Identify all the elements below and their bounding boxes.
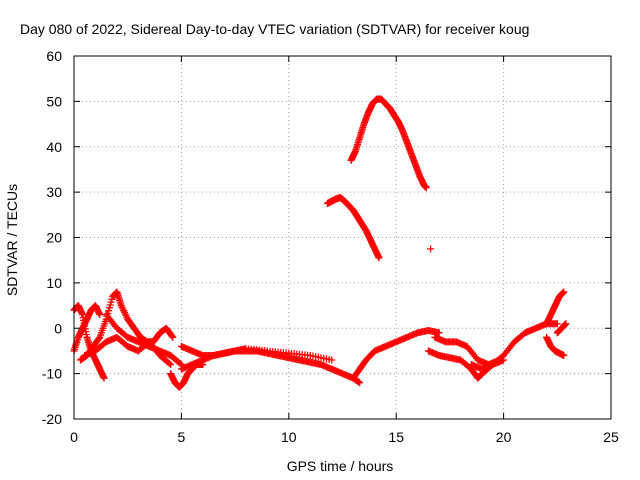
data-point: [165, 359, 173, 367]
series-outlier: [427, 245, 435, 253]
x-tick-label: 5: [178, 429, 186, 445]
tick-labels-layer: 0 5 10 15 20 25 -20 -10 0 10 20 30 40 50 60: [42, 48, 619, 445]
data-point: [422, 184, 430, 192]
y-tick-label: 20: [46, 230, 62, 246]
grid-layer: [74, 56, 611, 419]
ticks-layer: [73, 55, 612, 420]
series-arc-end-3: [553, 320, 570, 337]
series-arc-recovery: [349, 327, 443, 382]
series-arc-end-1: [543, 288, 568, 328]
chart-title: Day 080 of 2022, Sidereal Day-to-day VTE…: [20, 21, 529, 37]
data-point: [500, 356, 508, 364]
y-tick-label: 30: [46, 184, 62, 200]
y-tick-label: -20: [42, 411, 62, 427]
data-point: [356, 379, 364, 387]
x-tick-label: 0: [70, 429, 78, 445]
series-arc-peak: [347, 95, 430, 192]
data-point: [95, 334, 103, 342]
series-arc-early-5: [102, 311, 185, 369]
data-point: [176, 359, 184, 367]
data-point: [560, 288, 568, 296]
x-axis-label: GPS time / hours: [287, 458, 394, 474]
series-arc-main-2: [177, 342, 336, 364]
series-arc-late-3: [467, 356, 508, 373]
y-tick-label: 50: [46, 93, 62, 109]
data-point: [553, 320, 561, 328]
x-tick-label: 20: [496, 429, 512, 445]
data-point: [562, 320, 570, 328]
data-point: [427, 245, 435, 253]
data-point: [167, 361, 175, 369]
x-tick-label: 25: [603, 429, 619, 445]
y-tick-label: 10: [46, 275, 62, 291]
y-tick-label: -10: [42, 366, 62, 382]
data-point: [96, 311, 104, 319]
series-arc-end-2: [543, 333, 568, 359]
data-point: [168, 332, 176, 340]
data-point: [100, 374, 108, 382]
series-arc-late-1: [424, 320, 561, 382]
data-point: [328, 356, 336, 364]
y-tick-label: 60: [46, 48, 62, 64]
x-tick-label: 10: [281, 429, 297, 445]
data-point: [169, 333, 177, 341]
series-arc-secondary: [323, 194, 383, 262]
y-axis-label: SDTVAR / TECUs: [4, 184, 20, 296]
data-point: [435, 329, 443, 337]
y-tick-label: 40: [46, 139, 62, 155]
x-tick-label: 15: [388, 429, 404, 445]
data-points-layer: [70, 95, 570, 391]
y-tick-label: 0: [54, 320, 62, 336]
data-point: [560, 351, 568, 359]
data-point: [375, 254, 383, 262]
